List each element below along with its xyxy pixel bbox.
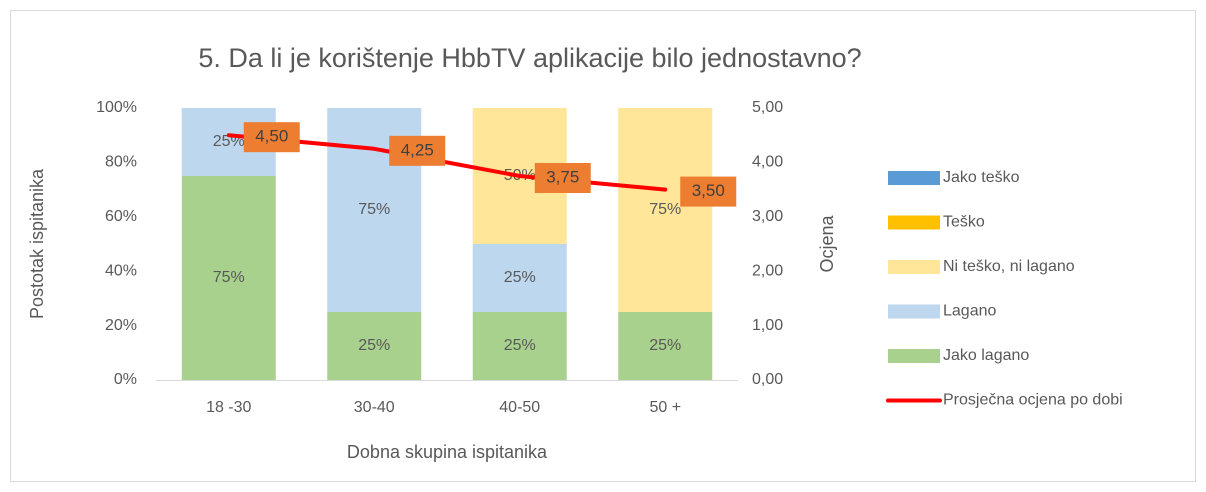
- y-tick-label: 60%: [105, 208, 137, 225]
- data-label: 25%: [649, 337, 681, 354]
- data-label: 25%: [504, 337, 536, 354]
- x-tick-label: 30-40: [354, 399, 395, 416]
- y2-tick-label: 1,00: [752, 317, 783, 334]
- data-label: 4,25: [401, 140, 434, 159]
- legend-label: Prosječna ocjena po dobi: [943, 392, 1123, 409]
- y2-tick-label: 0,00: [752, 371, 783, 388]
- bar-segment: [618, 108, 713, 312]
- x-tick-label: 50 +: [649, 399, 681, 416]
- y2-axis-label: Ocjena: [817, 215, 837, 273]
- data-label-box: [680, 176, 737, 207]
- bar-segment: [472, 244, 567, 312]
- data-label: 25%: [504, 269, 536, 286]
- y-tick-label: 100%: [96, 99, 137, 116]
- legend-swatch: [888, 304, 940, 319]
- legend-swatch: [888, 215, 940, 230]
- y-tick-label: 40%: [105, 262, 137, 279]
- data-label: 25%: [358, 337, 390, 354]
- data-label-box: [534, 163, 591, 193]
- legend-label: Ni teško, ni lagano: [943, 258, 1075, 275]
- bar-segment: [327, 312, 422, 380]
- line: [226, 133, 668, 192]
- legend-swatch: [888, 260, 940, 274]
- data-label: 75%: [649, 201, 681, 218]
- x-tick-label: 18 -30: [206, 399, 251, 416]
- y2-tick-label: 4,00: [752, 154, 783, 171]
- data-label: 3,50: [692, 181, 725, 200]
- y-axis-label: Postotak ispitanika: [27, 168, 47, 319]
- data-label: 75%: [358, 201, 390, 218]
- data-label: 3,75: [546, 167, 579, 186]
- bar-segment: [181, 176, 276, 380]
- x-tick-label: 40-50: [499, 399, 540, 416]
- y-tick-label: 20%: [105, 317, 137, 334]
- y2-tick-label: 5,00: [752, 99, 783, 116]
- data-label: 75%: [213, 269, 245, 286]
- legend-label: Jako lagano: [943, 347, 1029, 364]
- data-label-box: [243, 122, 300, 153]
- data-label: 4,50: [255, 127, 288, 146]
- y-tick-label: 80%: [105, 154, 137, 171]
- data-label-box: [389, 135, 446, 166]
- legend-label: Lagano: [943, 303, 996, 320]
- legend-swatch: [888, 349, 940, 363]
- y2-tick-label: 2,00: [752, 262, 783, 279]
- legend-label: Jako teško: [943, 169, 1020, 186]
- y2-tick-label: 3,00: [752, 208, 783, 225]
- x-axis-label: Dobna skupina ispitanika: [347, 442, 548, 462]
- bar-segment: [472, 312, 567, 380]
- chart-title: 5. Da li je korištenje HbbTV aplikacije …: [198, 43, 861, 73]
- y-tick-label: 0%: [114, 371, 137, 388]
- bar-segment: [618, 312, 713, 380]
- legend-label: Teško: [943, 214, 985, 231]
- legend-swatch: [888, 171, 940, 185]
